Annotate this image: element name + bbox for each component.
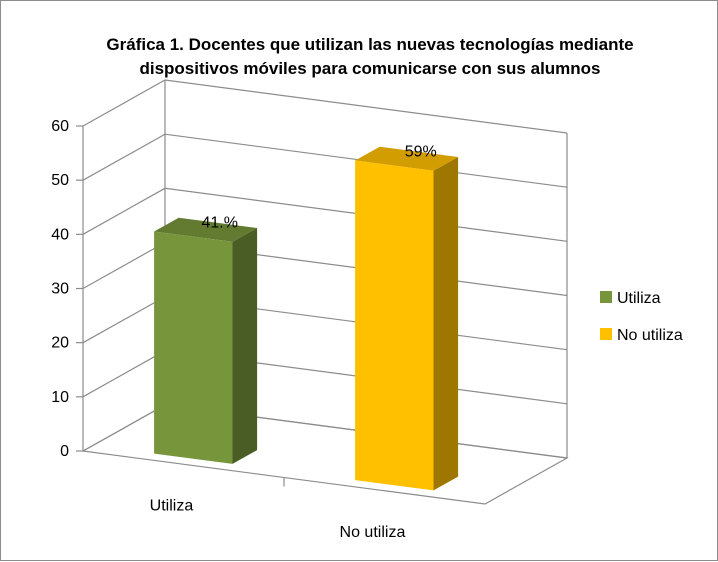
legend-label-1: No utiliza <box>617 327 683 344</box>
x-axis-labels: Utiliza No utiliza <box>150 498 406 541</box>
y-axis-ticks: 0 10 20 30 40 50 60 <box>51 118 83 460</box>
legend-label-0: Utiliza <box>617 290 661 307</box>
y-tick-label-0: 0 <box>60 443 69 460</box>
chart-title-line-2: dispositivos móviles para comunicarse co… <box>139 59 600 78</box>
x-label-0: Utiliza <box>150 498 194 515</box>
bar-side-face <box>433 157 459 491</box>
chart-title-line-1: Gráfica 1. Docentes que utilizan las nue… <box>106 35 633 54</box>
y-tick-label-20: 20 <box>51 335 69 352</box>
chart-title: Gráfica 1. Docentes que utilizan las nue… <box>106 35 633 78</box>
y-tick-label-30: 30 <box>51 281 69 298</box>
bar-top-face <box>355 146 459 171</box>
bar-top-face <box>154 217 258 242</box>
floor <box>81 404 569 505</box>
bar-front-face <box>355 160 434 491</box>
x-label-1: No utiliza <box>340 524 406 541</box>
bars <box>154 146 459 491</box>
data-label-0: 41.% <box>201 215 237 232</box>
y-tick-label-50: 50 <box>51 172 69 189</box>
bar-no-utiliza <box>355 146 459 491</box>
data-labels: 41.% 59% <box>201 144 436 232</box>
bar-utiliza <box>154 217 258 464</box>
bar-side-face <box>232 228 258 464</box>
legend-swatch-1 <box>600 328 612 340</box>
legend: Utiliza No utiliza <box>600 290 683 344</box>
y-tick-label-60: 60 <box>51 118 69 135</box>
y-tick-label-40: 40 <box>51 226 69 243</box>
y-tick-label-10: 10 <box>51 389 69 406</box>
data-label-1: 59% <box>405 144 437 161</box>
bar-front-face <box>154 231 233 464</box>
legend-swatch-0 <box>600 291 612 303</box>
